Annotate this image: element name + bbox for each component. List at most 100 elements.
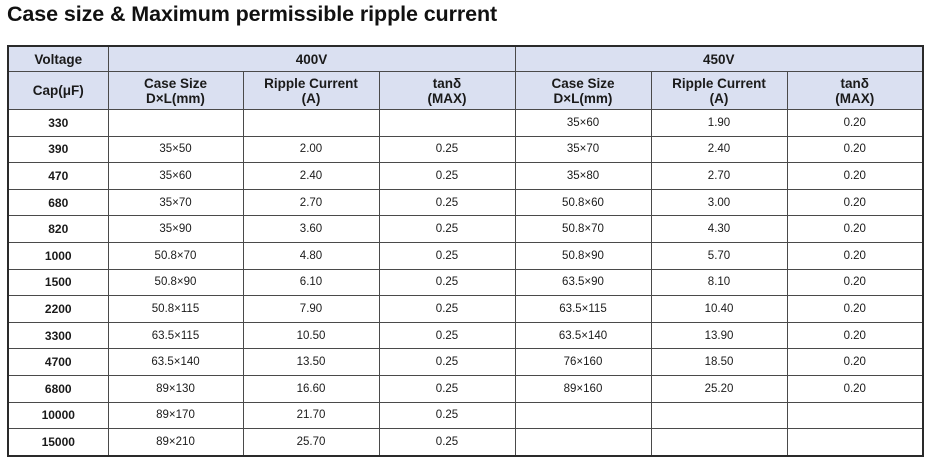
ripple-current-cell-400v: 7.90 [242, 295, 380, 323]
ripple-current-cell-450v: 2.70 [650, 162, 788, 190]
table-row: 820 35×90 3.60 0.25 50.8×70 4.30 0.20 [7, 215, 924, 243]
ripple-current-cell-450v: 25.20 [650, 374, 788, 403]
case-size-cell-400v: 35×50 [107, 135, 244, 164]
capacitance-cell: 10000 [7, 401, 109, 430]
voltage-group-400v: 400V [107, 45, 516, 72]
header-line-2: (MAX) [835, 90, 875, 106]
case-size-cell-400v: 35×70 [107, 188, 244, 217]
ripple-current-cell-400v: 25.70 [242, 428, 380, 457]
ripple-current-cell-450v: 5.70 [650, 241, 788, 270]
case-size-cell-400v: 50.8×70 [107, 241, 244, 270]
header-line-1: Case Size [143, 75, 208, 91]
tan-delta-cell-450v: 0.20 [786, 321, 924, 350]
table-row: 4700 63.5×140 13.50 0.25 76×160 18.50 0.20 [7, 348, 924, 376]
header-line-1: Ripple Current [672, 75, 766, 91]
capacitance-cell: 15000 [7, 428, 109, 457]
capacitance-cell: 6800 [7, 374, 109, 403]
ripple-current-cell-400v: 10.50 [242, 321, 380, 350]
table-row: 470 35×60 2.40 0.25 35×80 2.70 0.20 [7, 162, 924, 190]
tan-delta-header-400v: tanδ (MAX) [378, 71, 516, 110]
capacitance-cell: 470 [7, 162, 109, 190]
ripple-current-cell-450v: 2.40 [650, 135, 788, 164]
header-line-1: tanδ [432, 75, 462, 91]
case-size-cell-450v: 35×70 [514, 135, 652, 164]
case-size-cell-450v: 76×160 [514, 348, 652, 376]
ripple-current-cell-400v: 13.50 [242, 348, 380, 376]
ripple-current-cell-450v: 1.90 [650, 109, 788, 137]
ripple-current-cell-450v: 4.30 [650, 215, 788, 243]
case-size-cell-450v: 50.8×60 [514, 188, 652, 217]
voltage-group-450v: 450V [514, 45, 924, 72]
case-size-cell-450v [514, 428, 652, 457]
capacitance-cell: 330 [7, 109, 109, 137]
table-row: 10000 89×170 21.70 0.25 [7, 401, 924, 430]
tan-delta-cell-450v: 0.20 [786, 374, 924, 403]
capacitance-cell: 3300 [7, 321, 109, 350]
ripple-current-cell-400v: 2.70 [242, 188, 380, 217]
tan-delta-cell-400v: 0.25 [378, 188, 516, 217]
case-size-cell-450v: 50.8×70 [514, 215, 652, 243]
case-size-cell-400v: 50.8×115 [107, 295, 244, 323]
tan-delta-cell-450v: 0.20 [786, 135, 924, 164]
capacitance-header: Cap(μF) [7, 71, 109, 110]
tan-delta-cell-450v: 0.20 [786, 348, 924, 376]
tan-delta-cell-450v: 0.20 [786, 241, 924, 270]
header-row-voltage: Voltage 400V 450V [7, 45, 924, 72]
header-line-2: (A) [709, 90, 729, 106]
ripple-current-cell-450v: 13.90 [650, 321, 788, 350]
case-size-cell-450v: 89×160 [514, 374, 652, 403]
ripple-current-cell-450v: 3.00 [650, 188, 788, 217]
ripple-current-cell-450v [650, 401, 788, 430]
case-size-cell-400v: 63.5×115 [107, 321, 244, 350]
ripple-current-cell-450v [650, 428, 788, 457]
ripple-current-header-400v: Ripple Current (A) [242, 71, 380, 110]
ripple-current-cell-400v: 16.60 [242, 374, 380, 403]
ripple-current-cell-400v: 2.40 [242, 162, 380, 190]
ripple-current-cell-400v: 21.70 [242, 401, 380, 430]
tan-delta-cell-400v: 0.25 [378, 241, 516, 270]
capacitance-cell: 4700 [7, 348, 109, 376]
tan-delta-cell-400v: 0.25 [378, 428, 516, 457]
capacitance-cell: 1000 [7, 241, 109, 270]
header-line-1: Case Size [551, 75, 615, 91]
case-size-cell-400v: 89×170 [107, 401, 244, 430]
table-row: 390 35×50 2.00 0.25 35×70 2.40 0.20 [7, 135, 924, 164]
header-line-2: (A) [301, 90, 321, 106]
ripple-current-header-450v: Ripple Current (A) [650, 71, 788, 110]
header-line-2: (MAX) [427, 90, 467, 106]
tan-delta-cell-450v [786, 401, 924, 430]
case-size-cell-450v: 35×60 [514, 109, 652, 137]
tan-delta-cell-450v: 0.20 [786, 162, 924, 190]
capacitance-cell: 820 [7, 215, 109, 243]
case-size-cell-400v: 50.8×90 [107, 268, 244, 297]
table-row: 1000 50.8×70 4.80 0.25 50.8×90 5.70 0.20 [7, 241, 924, 270]
capacitance-cell: 390 [7, 135, 109, 164]
tan-delta-cell-400v [378, 109, 516, 137]
ripple-current-cell-450v: 8.10 [650, 268, 788, 297]
tan-delta-cell-400v: 0.25 [378, 135, 516, 164]
tan-delta-cell-450v: 0.20 [786, 188, 924, 217]
case-size-cell-400v: 35×60 [107, 162, 244, 190]
header-line-2: D×L(mm) [553, 90, 613, 106]
tan-delta-cell-450v: 0.20 [786, 109, 924, 137]
ripple-current-cell-400v: 4.80 [242, 241, 380, 270]
voltage-header: Voltage [7, 45, 109, 72]
case-size-header-400v: Case Size D×L(mm) [107, 71, 244, 110]
tan-delta-cell-400v: 0.25 [378, 295, 516, 323]
table-row: 1500 50.8×90 6.10 0.25 63.5×90 8.10 0.20 [7, 268, 924, 297]
ripple-current-cell-400v: 2.00 [242, 135, 380, 164]
tan-delta-cell-400v: 0.25 [378, 321, 516, 350]
case-size-cell-450v: 35×80 [514, 162, 652, 190]
table-row: 2200 50.8×115 7.90 0.25 63.5×115 10.40 0.20 [7, 295, 924, 323]
case-size-cell-400v: 89×130 [107, 374, 244, 403]
case-size-cell-450v: 50.8×90 [514, 241, 652, 270]
case-size-header-450v: Case Size D×L(mm) [514, 71, 652, 110]
ripple-current-cell-450v: 18.50 [650, 348, 788, 376]
page-title: Case size & Maximum permissible ripple c… [7, 2, 498, 26]
case-size-cell-400v: 89×210 [107, 428, 244, 457]
capacitance-cell: 2200 [7, 295, 109, 323]
tan-delta-cell-400v: 0.25 [378, 215, 516, 243]
tan-delta-header-450v: tanδ (MAX) [786, 71, 924, 110]
tan-delta-cell-400v: 0.25 [378, 162, 516, 190]
tan-delta-cell-450v: 0.20 [786, 295, 924, 323]
